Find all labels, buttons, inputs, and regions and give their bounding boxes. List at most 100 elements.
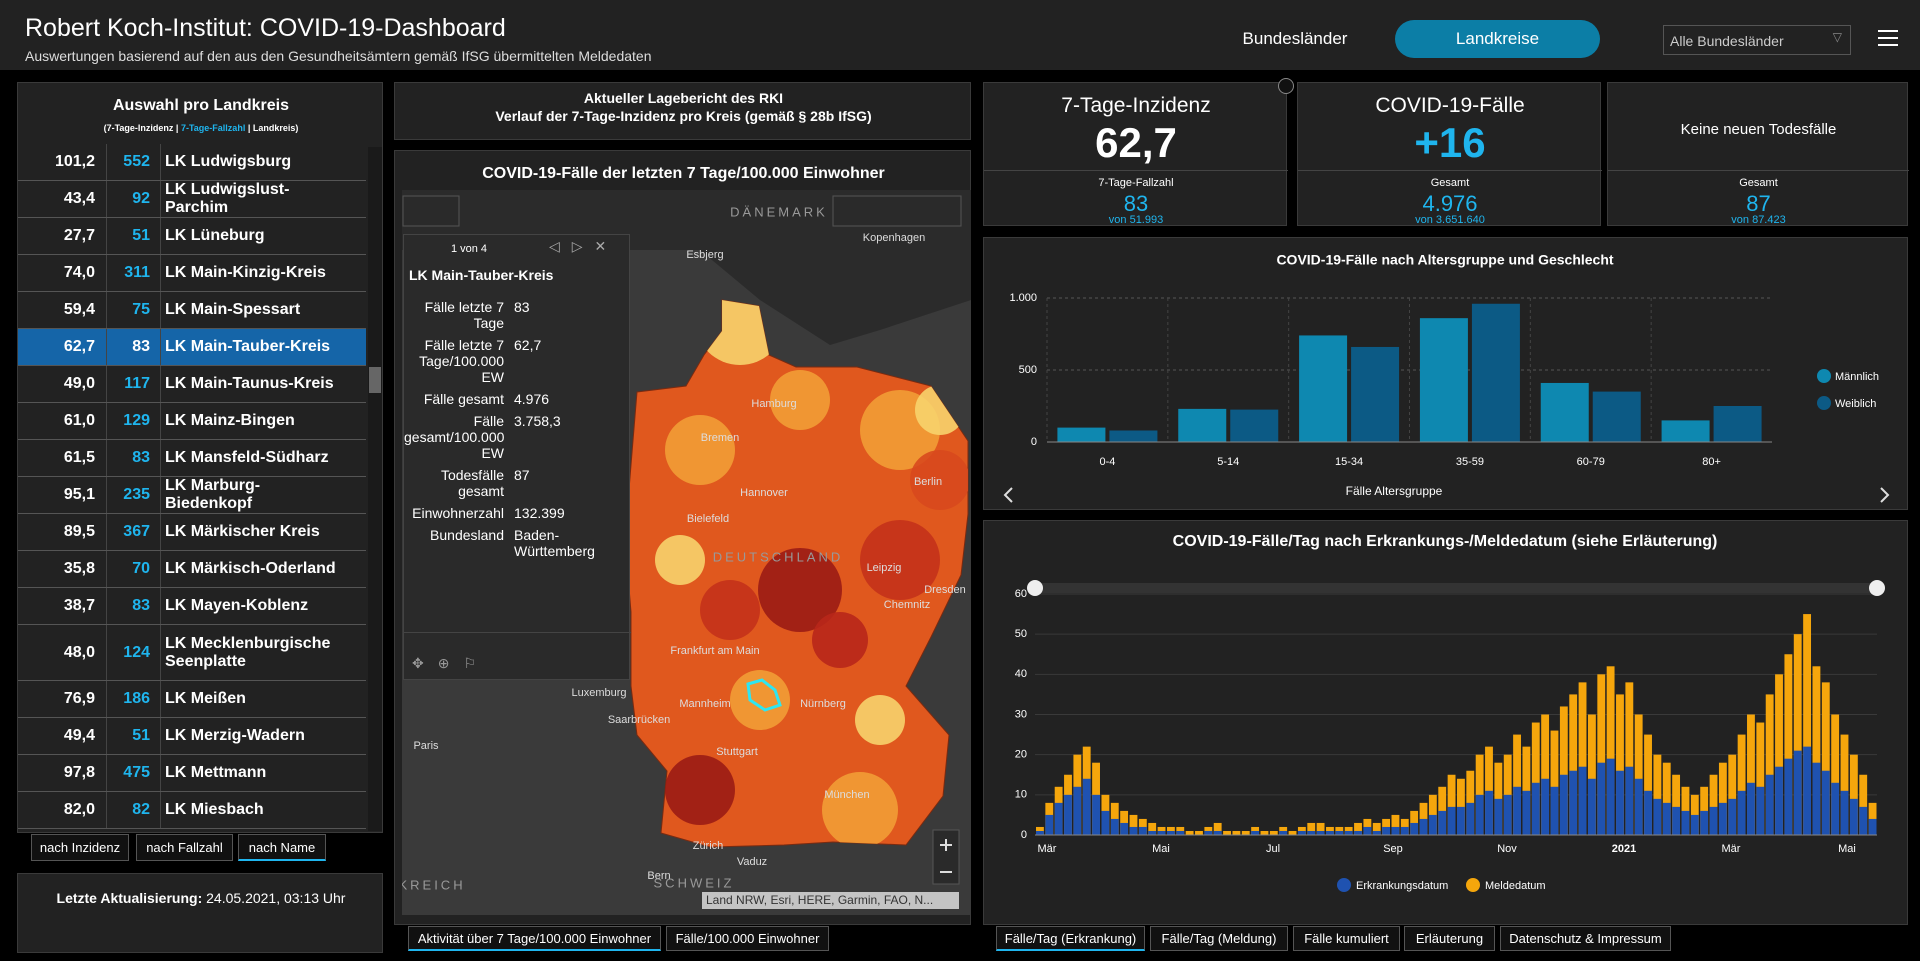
- map-label: Nürnberg: [800, 698, 846, 710]
- chart-tab[interactable]: Fälle/Tag (Erkrankung): [996, 926, 1145, 951]
- map-label: Saarbrücken: [608, 714, 670, 726]
- popup-controls[interactable]: ◁▷✕: [549, 238, 619, 254]
- row-sep: [160, 588, 161, 624]
- dropdown[interactable]: Alle Bundesländer ▽: [1663, 25, 1851, 55]
- sort-button[interactable]: nach Inzidenz: [31, 834, 129, 861]
- list-row[interactable]: 59,4 75 LK Main-Spessart: [18, 292, 366, 329]
- list-row[interactable]: 49,4 51 LK Merzig-Wadern: [18, 718, 366, 755]
- row-sep: [160, 440, 161, 476]
- map-toolbar: [402, 195, 460, 227]
- incidence: 82,0: [63, 801, 95, 818]
- list-row[interactable]: 49,0 117 LK Main-Taunus-Kreis: [18, 366, 366, 403]
- nav-bundeslaender[interactable]: Bundesländer: [1242, 29, 1348, 48]
- chart-tab[interactable]: Erläuterung: [1404, 926, 1495, 951]
- region: [770, 370, 830, 430]
- incidence: 59,4: [63, 301, 95, 318]
- scrollbar[interactable]: [368, 147, 382, 831]
- list-row[interactable]: 95,1 235 LK Marburg-Biedenkopf: [18, 477, 366, 514]
- row-sep: [160, 181, 161, 217]
- region: [855, 695, 905, 745]
- map-label: DEUTSCHLAND: [713, 549, 844, 564]
- report-line: Verlauf der 7-Tage-Inzidenz pro Kreis (g…: [495, 108, 872, 124]
- map-label: Esbjerg: [686, 249, 723, 261]
- map-title: COVID-19-Fälle der letzten 7 Tage/100.00…: [482, 165, 885, 182]
- map-label: Mannheim: [679, 698, 730, 710]
- row-sep: [160, 218, 161, 254]
- report-box[interactable]: Aktueller Lagebericht des RKI Verlauf der…: [394, 82, 971, 140]
- popup-pager: 1 von 4: [450, 243, 488, 255]
- map-tab[interactable]: Aktivität über 7 Tage/100.000 Einwohner: [408, 926, 661, 951]
- map[interactable]: DÄNEMARK Esbjerg Kopenhagen Hamburg Bremen Ha…: [402, 190, 971, 915]
- row-sep: [106, 181, 107, 217]
- kpi-title: 7-Tage-Inzidenz: [1061, 94, 1211, 117]
- case-count: 51: [132, 727, 150, 744]
- row-sep: [106, 218, 107, 254]
- region: [910, 450, 968, 510]
- nav-landkreise[interactable]: Landkreise: [1395, 20, 1600, 58]
- update-label: Letzte Aktualisierung:: [56, 890, 203, 906]
- page-subtitle: Auswertungen basierend auf den aus den G…: [25, 48, 652, 64]
- list-row[interactable]: 89,5 367 LK Märkischer Kreis: [18, 514, 366, 551]
- kpi-box: Keine neuen Todesfälle Gesamt 87 von 87.…: [1607, 82, 1909, 226]
- district-name: LK Main-Kinzig-Kreis: [165, 264, 326, 281]
- list-row[interactable]: 27,7 51 LK Lüneburg: [18, 218, 366, 255]
- list-row[interactable]: 43,4 92 LK Ludwigslust-Parchim: [18, 181, 366, 218]
- map-label: Hannover: [740, 487, 788, 499]
- expand-icon[interactable]: [1278, 78, 1294, 94]
- menu-icon[interactable]: [1876, 28, 1900, 48]
- map-label: Paris: [413, 740, 439, 752]
- list-row[interactable]: 101,2 552 LK Ludwigsburg: [18, 144, 366, 181]
- row-sep: [160, 681, 161, 717]
- case-count: 186: [123, 690, 150, 707]
- sidebar-title: Auswahl pro Landkreis: [112, 97, 290, 114]
- row-sep: [106, 477, 107, 513]
- district-name: LK Mecklenburgische Seenplatte: [165, 634, 331, 670]
- list-row[interactable]: 35,8 70 LK Märkisch-Oderland: [18, 551, 366, 588]
- popup-field: Fälle gesamt/100.000 EW 3.758,3: [404, 413, 631, 461]
- chart-tab[interactable]: Fälle/Tag (Meldung): [1150, 926, 1288, 951]
- map-tab[interactable]: Fälle/100.000 Einwohner: [666, 926, 829, 951]
- list-row[interactable]: 38,7 83 LK Mayen-Koblenz: [18, 588, 366, 625]
- list-row[interactable]: 82,0 82 LK Miesbach: [18, 792, 366, 829]
- kpi-box: COVID-19-Fälle +16 Gesamt 4.976 von 3.65…: [1297, 82, 1602, 226]
- row-sep: [106, 144, 107, 180]
- case-count: 475: [123, 764, 150, 781]
- list-row[interactable]: 97,8 475 LK Mettmann: [18, 755, 366, 792]
- field-label: Fälle gesamt/100.000 EW: [404, 413, 505, 461]
- region: [758, 548, 842, 632]
- case-count: 70: [132, 560, 150, 577]
- district-name: LK Ludwigslust-Parchim: [165, 181, 290, 216]
- scroll-thumb[interactable]: [369, 367, 381, 393]
- district-name: LK Marburg-Biedenkopf: [165, 477, 261, 512]
- daily-panel: [983, 520, 1908, 925]
- list-row[interactable]: 62,7 83 LK Main-Tauber-Kreis: [18, 329, 366, 366]
- list-row[interactable]: 76,9 186 LK Meißen: [18, 681, 366, 718]
- dropdown-arrow: ▽: [1832, 30, 1842, 44]
- map-label: Bielefeld: [687, 513, 729, 525]
- incidence: 43,4: [63, 190, 95, 207]
- popup-field: Todesfälle gesamt 87: [404, 467, 631, 499]
- chart-tab[interactable]: Datenschutz & Impressum: [1500, 926, 1671, 951]
- list-row[interactable]: 61,5 83 LK Mansfeld-Südharz: [18, 440, 366, 477]
- sort-button[interactable]: nach Name: [238, 834, 326, 861]
- district-name: LK Main-Spessart: [165, 301, 301, 318]
- sidebar: Auswahl pro Landkreis (7-Tage-Inzidenz |…: [17, 82, 383, 833]
- field-label: Fälle letzte 7 Tage: [424, 299, 504, 331]
- popup-field: Fälle gesamt 4.976: [404, 391, 631, 407]
- list-row[interactable]: 74,0 311 LK Main-Kinzig-Kreis: [18, 255, 366, 292]
- row-sep: [106, 403, 107, 439]
- popup-tools[interactable]: ✥⊕⚐: [412, 655, 491, 671]
- district-name: LK Main-Taunus-Kreis: [165, 375, 334, 392]
- chart-tab[interactable]: Fälle kumuliert: [1293, 926, 1400, 951]
- district-name: LK Mettmann: [165, 764, 267, 781]
- case-count: 75: [132, 301, 150, 318]
- map-label: Luxemburg: [571, 687, 626, 699]
- kpi-sub: Gesamt: [1430, 177, 1470, 189]
- district-name: LK Main-Tauber-Kreis: [165, 338, 331, 355]
- sort-button[interactable]: nach Fallzahl: [136, 834, 233, 861]
- kpi-sub: Gesamt: [1739, 177, 1778, 189]
- update-box: Letzte Aktualisierung: 24.05.2021, 03:13…: [17, 873, 383, 953]
- list-row[interactable]: 61,0 129 LK Mainz-Bingen: [18, 403, 366, 440]
- list-row[interactable]: 48,0 124 LK Mecklenburgische Seenplatte: [18, 625, 366, 681]
